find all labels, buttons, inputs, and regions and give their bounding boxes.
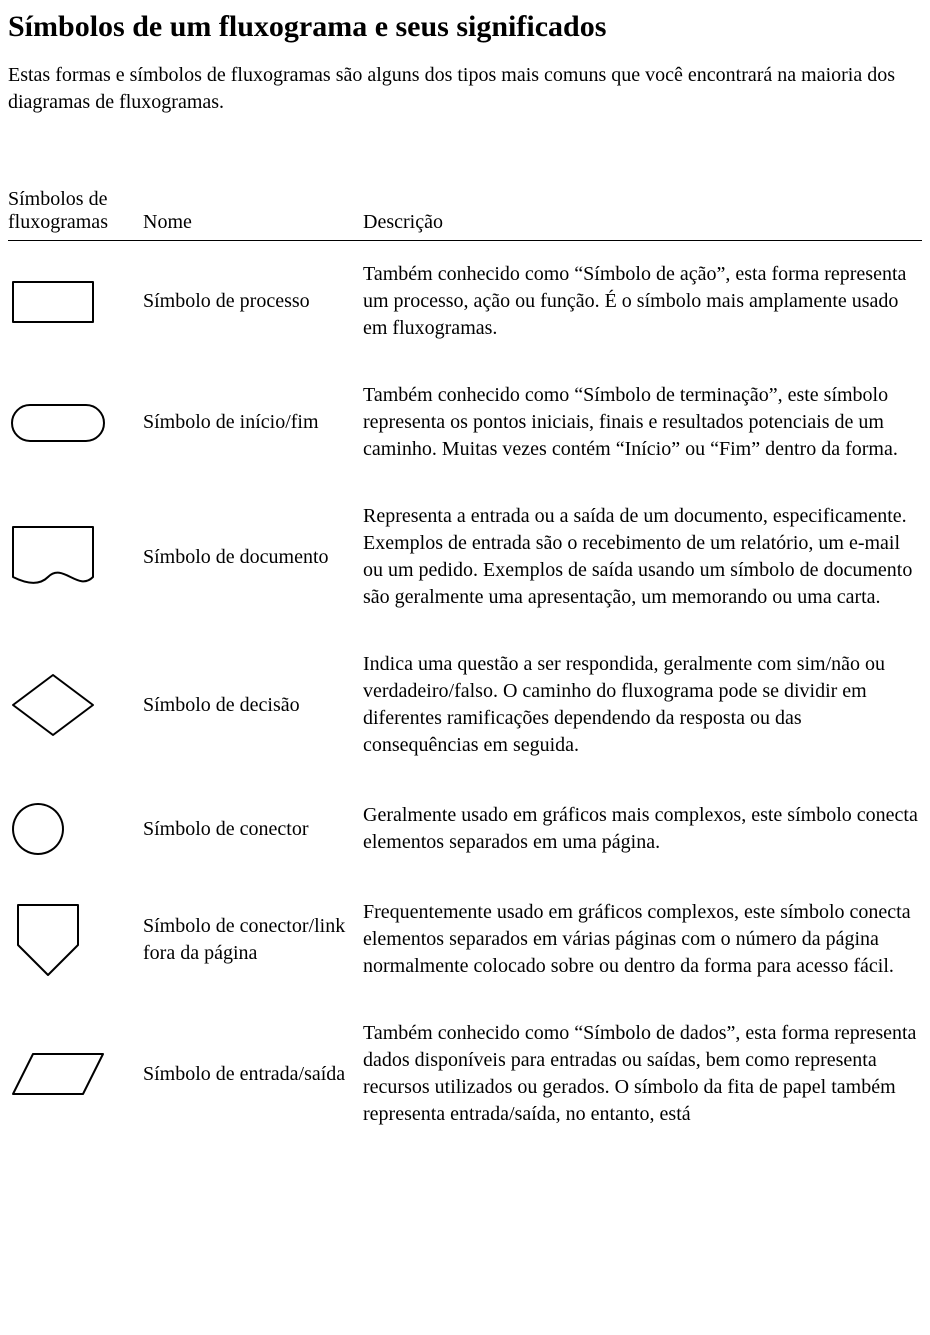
symbol-name: Símbolo de documento — [143, 483, 363, 631]
col-header-description: Descrição — [363, 188, 922, 241]
table-row: Símbolo de conectorGeralmente usado em g… — [8, 779, 922, 879]
page-title: Símbolos de um fluxograma e seus signifi… — [8, 10, 922, 44]
symbol-name: Símbolo de conector — [143, 779, 363, 879]
table-row: Símbolo de conector/link fora da páginaF… — [8, 879, 922, 1000]
symbol-name: Símbolo de entrada/saída — [143, 1000, 363, 1148]
symbol-description: Também conhecido como “Símbolo de termin… — [363, 362, 922, 483]
terminator-icon — [8, 401, 118, 445]
document-icon — [8, 522, 118, 592]
io-icon — [8, 1049, 118, 1099]
table-row: Símbolo de decisãoIndica uma questão a s… — [8, 631, 922, 779]
col-header-symbol: Símbolos de fluxogramas — [8, 188, 143, 241]
symbol-name: Símbolo de conector/link fora da página — [143, 879, 363, 1000]
symbol-description: Também conhecido como “Símbolo de ação”,… — [363, 241, 922, 363]
table-row: Símbolo de documentoRepresenta a entrada… — [8, 483, 922, 631]
symbol-description: Também conhecido como “Símbolo de dados”… — [363, 1000, 922, 1148]
symbol-name: Símbolo de decisão — [143, 631, 363, 779]
process-icon — [8, 277, 118, 327]
symbol-description: Geralmente usado em gráficos mais comple… — [363, 779, 922, 879]
symbol-name: Símbolo de processo — [143, 241, 363, 363]
symbol-description: Indica uma questão a ser respondida, ger… — [363, 631, 922, 779]
table-row: Símbolo de processoTambém conhecido como… — [8, 241, 922, 363]
symbol-description: Frequentemente usado em gráficos complex… — [363, 879, 922, 1000]
connector-icon — [8, 799, 118, 859]
table-row: Símbolo de início/fimTambém conhecido co… — [8, 362, 922, 483]
intro-text: Estas formas e símbolos de fluxogramas s… — [8, 62, 922, 116]
offpage-icon — [8, 900, 118, 980]
symbols-table: Símbolos de fluxogramas Nome Descrição S… — [8, 188, 922, 1148]
col-header-name: Nome — [143, 188, 363, 241]
symbol-description: Representa a entrada ou a saída de um do… — [363, 483, 922, 631]
table-row: Símbolo de entrada/saídaTambém conhecido… — [8, 1000, 922, 1148]
decision-icon — [8, 670, 118, 740]
symbol-name: Símbolo de início/fim — [143, 362, 363, 483]
